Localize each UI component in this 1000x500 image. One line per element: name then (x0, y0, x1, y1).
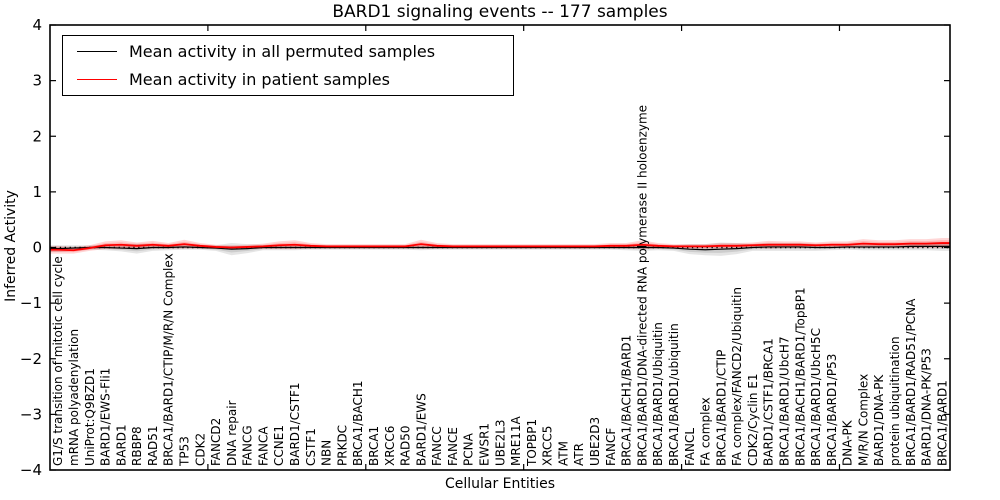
entity-tick-label: FANCA (256, 426, 270, 466)
entity-tick-label: mRNA polyadenylation (67, 329, 81, 466)
entity-tick-label: BARD1/EWS (414, 393, 428, 466)
y-tick-label: −4 (20, 461, 42, 479)
y-tick-label: −1 (20, 294, 42, 312)
entity-tick-label: UBE2L3 (493, 419, 507, 466)
x-axis-label: Cellular Entities (444, 476, 556, 492)
entity-tick-label: XRCC5 (541, 426, 555, 466)
entity-tick-label: ATR (572, 443, 586, 466)
entity-tick-label: BRCA1/BARD1/ubiquitin (667, 323, 681, 466)
entity-tick-label: UBE2D3 (588, 417, 602, 466)
entity-tick-label: BARD1/EWS-Fli1 (99, 368, 113, 466)
entity-tick-label: TP53 (178, 436, 192, 467)
entity-tick-label: M/R/N Complex (856, 374, 870, 466)
entity-tick-label: BARD1/DNA-PK (872, 374, 886, 466)
entity-tick-label: BRCA1/BACH1/BARD1/TopBP1 (793, 287, 807, 466)
entity-tick-label: FA complex (699, 397, 713, 466)
y-tick-label: 2 (32, 127, 42, 145)
entity-tick-label: FANCE (446, 427, 460, 466)
entity-tick-label: FANCL (683, 428, 697, 466)
entity-tick-label: MRE11A (509, 415, 523, 466)
legend-label-permuted: Mean activity in all permuted samples (129, 42, 436, 62)
entity-tick-label: protein ubiquitination (888, 336, 902, 466)
legend-line-patient-icon (77, 78, 117, 80)
entity-tick-label: DNA-PK (841, 419, 855, 466)
entity-tick-label: BRCA1/BARD1/UbcH5C (809, 328, 823, 466)
entity-tick-label: ATM (556, 441, 570, 466)
entity-tick-label: CCNE1 (272, 425, 286, 466)
entity-tick-label: BRCA1/BARD1/CTIP/M/R/N Complex (162, 253, 176, 466)
entity-tick-label: BRCA1/BARD1/DNA-directed RNA polymerase … (635, 105, 649, 466)
entity-tick-label: BRCA1/BARD1/Ubiquitin (651, 322, 665, 466)
entity-tick-label: EWSR1 (478, 423, 492, 466)
y-tick-label: −3 (20, 405, 42, 423)
entity-tick-label: UniProt:Q9BZD1 (83, 368, 97, 466)
entity-tick-label: BARD1/DNA-PK/P53 (920, 348, 934, 466)
legend-item-permuted: Mean activity in all permuted samples (63, 38, 513, 66)
y-tick-label: 4 (32, 16, 42, 34)
y-tick-label: 1 (32, 183, 42, 201)
entity-tick-label: G1/S transition of mitotic cell cycle (51, 256, 65, 466)
entity-tick-label: PRKDC (335, 425, 349, 466)
y-tick-label: −2 (20, 350, 42, 368)
legend-item-patient: Mean activity in patient samples (63, 66, 513, 94)
entity-tick-label: DNA repair (225, 400, 239, 466)
entity-tick-label: BRCA1/BARD1/CTIP (714, 350, 728, 466)
y-axis-label: Inferred Activity (3, 190, 19, 302)
entity-tick-label: FANCD2 (209, 418, 223, 466)
entity-tick-label: BRCA1/BARD1/RAD51/PCNA (904, 298, 918, 466)
y-tick-label: 3 (32, 72, 42, 90)
legend-label-patient: Mean activity in patient samples (129, 69, 390, 89)
entity-tick-label: FANCF (604, 428, 618, 466)
permuted-mean-line (50, 245, 950, 251)
entity-tick-label: FANCG (241, 425, 255, 466)
entity-tick-label: XRCC6 (383, 426, 397, 466)
entity-tick-label: BRCA1/BACH1 (351, 380, 365, 466)
y-tick-label: 0 (32, 239, 42, 257)
chart-title: BARD1 signaling events -- 177 samples (332, 2, 668, 22)
entity-tick-label: BARD1/CSTF1 (288, 382, 302, 466)
entity-tick-label: PCNA (462, 432, 476, 466)
entity-tick-label: BRCA1/BACH1/BARD1 (620, 335, 634, 466)
entity-tick-label: NBN (320, 440, 334, 466)
entity-tick-label: CSTF1 (304, 428, 318, 466)
legend: Mean activity in all permuted samples Me… (62, 35, 514, 96)
legend-line-permuted-icon (77, 51, 117, 53)
entity-tick-label: BARD1/CSTF1/BRCA1 (762, 338, 776, 466)
entity-tick-label: RAD50 (399, 425, 413, 466)
entity-tick-label: RAD51 (146, 425, 160, 466)
entity-tick-label: CDK2 (193, 433, 207, 466)
entity-tick-label: BARD1 (114, 424, 128, 466)
entity-tick-label: TOPBP1 (525, 419, 539, 467)
entity-tick-label: FA complex/FANCD2/Ubiquitin (730, 287, 744, 466)
entity-tick-label: BRCA1/BARD1 (935, 380, 949, 466)
entity-tick-label: RBBP8 (130, 426, 144, 466)
entity-tick-label: BRCA1/BARD1/P53 (825, 354, 839, 466)
entity-tick-label: FANCC (430, 426, 444, 466)
entity-tick-label: BRCA1 (367, 426, 381, 466)
patient-mean-line (50, 242, 950, 252)
entity-tick-label: BRCA1/BARD1/UbcH7 (778, 336, 792, 466)
entity-tick-label: CDK2/Cyclin E1 (746, 373, 760, 466)
